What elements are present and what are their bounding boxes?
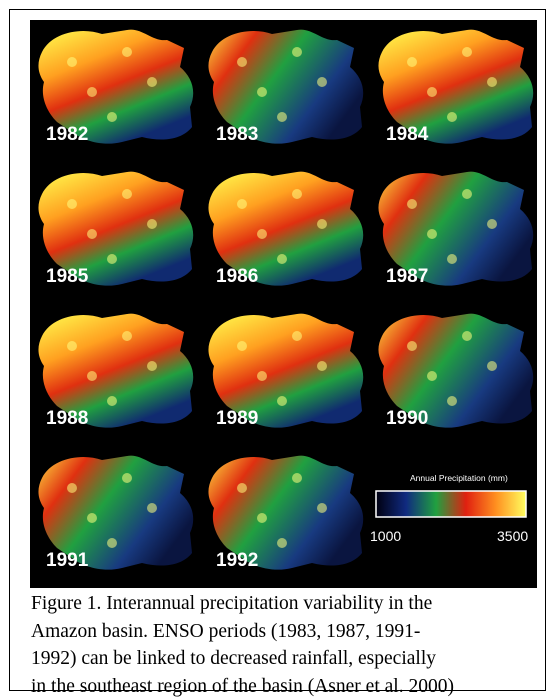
legend-title: Annual Precipitation (mm) bbox=[410, 473, 508, 483]
map-spot bbox=[427, 229, 437, 239]
map-spot bbox=[67, 199, 77, 209]
map-spot bbox=[407, 57, 417, 67]
year-label: 1983 bbox=[216, 124, 258, 145]
map-spot bbox=[277, 112, 287, 122]
year-label: 1992 bbox=[216, 550, 258, 571]
map-spot bbox=[292, 473, 302, 483]
map-spot bbox=[147, 77, 157, 87]
year-label: 1990 bbox=[386, 408, 428, 429]
map-spot bbox=[317, 77, 327, 87]
map-spot bbox=[67, 483, 77, 493]
map-spot bbox=[462, 47, 472, 57]
map-spot bbox=[407, 341, 417, 351]
map-spot bbox=[237, 57, 247, 67]
map-spot bbox=[257, 371, 267, 381]
map-spot bbox=[107, 396, 117, 406]
figure-image: Annual Precipitation (mm) 1000 3500 1982… bbox=[0, 0, 557, 590]
map-spot bbox=[67, 341, 77, 351]
map-spot bbox=[447, 254, 457, 264]
legend-min: 1000 bbox=[370, 528, 401, 544]
map-spot bbox=[237, 341, 247, 351]
map-spot bbox=[67, 57, 77, 67]
map-spot bbox=[487, 361, 497, 371]
map-spot bbox=[292, 331, 302, 341]
map-spot bbox=[257, 513, 267, 523]
map-spot bbox=[257, 87, 267, 97]
map-spot bbox=[487, 77, 497, 87]
map-spot bbox=[107, 254, 117, 264]
map-spot bbox=[447, 112, 457, 122]
year-label: 1989 bbox=[216, 408, 258, 429]
map-spot bbox=[87, 87, 97, 97]
year-label: 1984 bbox=[386, 124, 429, 145]
map-spot bbox=[237, 483, 247, 493]
map-spot bbox=[87, 229, 97, 239]
map-spot bbox=[427, 371, 437, 381]
map-spot bbox=[147, 361, 157, 371]
map-spot bbox=[427, 87, 437, 97]
year-label: 1988 bbox=[46, 408, 88, 429]
map-spot bbox=[277, 254, 287, 264]
year-label: 1985 bbox=[46, 266, 89, 287]
map-spot bbox=[317, 219, 327, 229]
map-spot bbox=[317, 503, 327, 513]
map-spot bbox=[407, 199, 417, 209]
caption-line: 1992) can be linked to decreased rainfal… bbox=[31, 645, 551, 673]
map-spot bbox=[292, 47, 302, 57]
map-spot bbox=[122, 473, 132, 483]
map-spot bbox=[122, 331, 132, 341]
map-spot bbox=[107, 538, 117, 548]
page: Annual Precipitation (mm) 1000 3500 1982… bbox=[0, 0, 557, 700]
map-spot bbox=[257, 229, 267, 239]
map-spot bbox=[122, 47, 132, 57]
year-label: 1991 bbox=[46, 550, 89, 571]
map-spot bbox=[317, 361, 327, 371]
map-spot bbox=[107, 112, 117, 122]
map-spot bbox=[147, 219, 157, 229]
caption-line: Amazon basin. ENSO periods (1983, 1987, … bbox=[31, 618, 551, 646]
map-spot bbox=[292, 189, 302, 199]
caption-line: Figure 1. Interannual precipitation vari… bbox=[31, 590, 551, 618]
map-spot bbox=[447, 396, 457, 406]
map-spot bbox=[87, 371, 97, 381]
caption: Figure 1. Interannual precipitation vari… bbox=[31, 590, 551, 700]
map-spot bbox=[277, 538, 287, 548]
map-spot bbox=[277, 396, 287, 406]
map-spot bbox=[487, 219, 497, 229]
map-spot bbox=[87, 513, 97, 523]
caption-line: in the southeast region of the basin (As… bbox=[31, 673, 551, 700]
year-label: 1986 bbox=[216, 266, 258, 287]
legend-max: 3500 bbox=[497, 528, 528, 544]
map-spot bbox=[462, 331, 472, 341]
colorbar bbox=[376, 491, 526, 517]
year-label: 1982 bbox=[46, 124, 88, 145]
year-label: 1987 bbox=[386, 266, 428, 287]
map-spot bbox=[237, 199, 247, 209]
map-spot bbox=[122, 189, 132, 199]
map-spot bbox=[462, 189, 472, 199]
map-spot bbox=[147, 503, 157, 513]
